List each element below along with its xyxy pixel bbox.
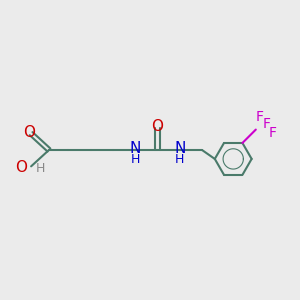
Text: H: H [36,162,45,175]
Text: O: O [16,160,28,175]
Text: N: N [174,141,185,156]
Text: F: F [262,117,270,131]
Text: O: O [152,119,164,134]
Text: H: H [175,153,184,166]
Text: O: O [24,125,36,140]
Text: H: H [130,153,140,166]
Text: F: F [255,110,263,124]
Text: N: N [130,141,141,156]
Text: F: F [268,126,276,140]
